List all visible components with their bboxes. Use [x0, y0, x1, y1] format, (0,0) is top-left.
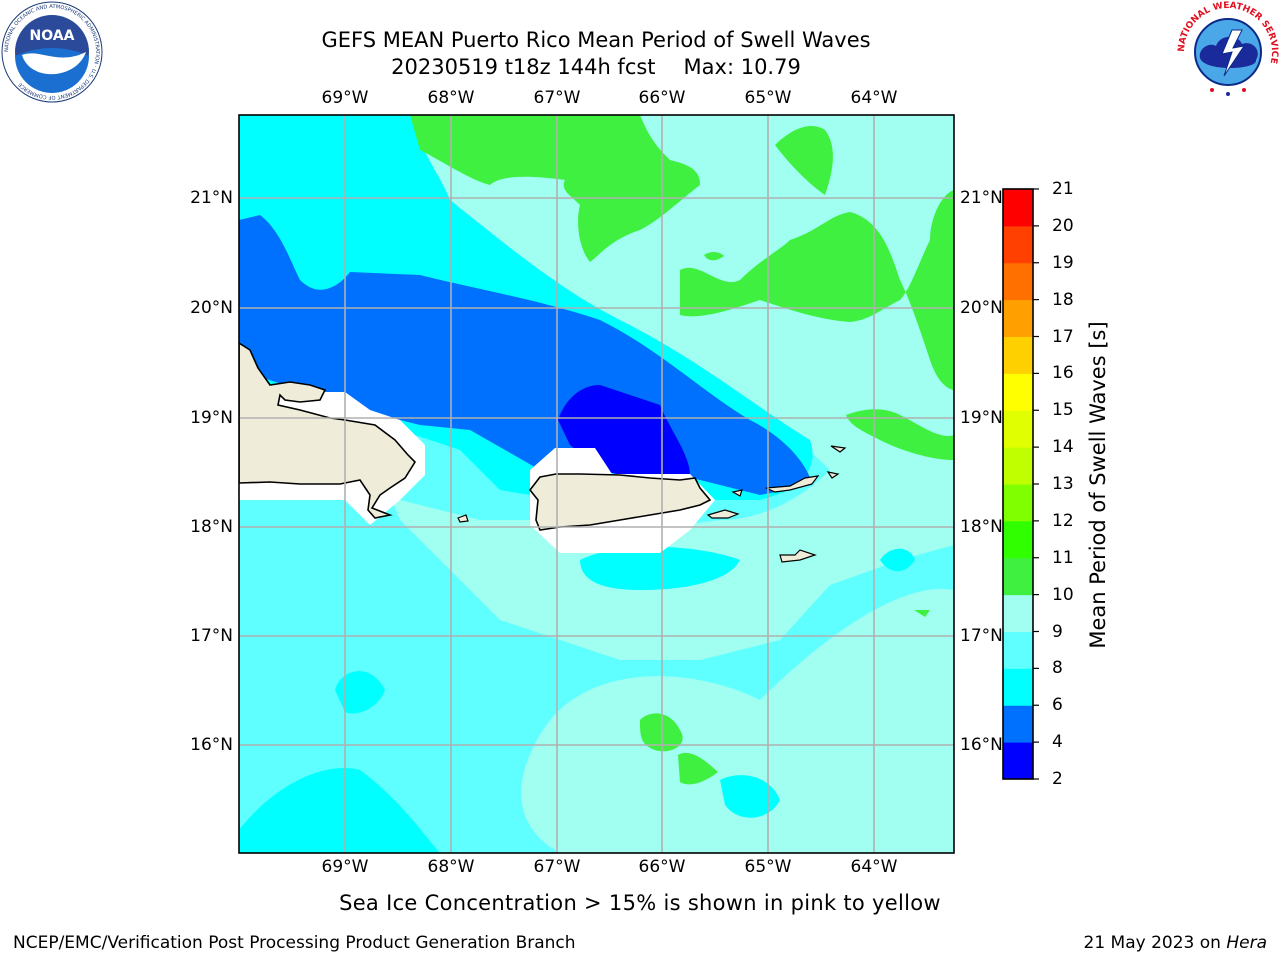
- field-10-11-patch-f: [704, 252, 724, 261]
- field-10-11-patch-d: [678, 752, 718, 785]
- footer-date: 21 May 2023 on Hera: [1084, 933, 1268, 953]
- footer-host: Hera: [1226, 933, 1267, 953]
- lon-label-bottom: 64°W: [850, 857, 898, 877]
- field-6-8-patch-c: [880, 548, 915, 572]
- field-6-8-sw: [239, 768, 440, 853]
- field-6-8-patch-a: [335, 671, 385, 714]
- lat-label-right: 21°N: [960, 188, 1003, 208]
- colorbar-segment: [1003, 594, 1033, 632]
- colorbar-tick-label: 13: [1052, 474, 1074, 494]
- colorbar: [1002, 188, 1039, 780]
- footer-credit: NCEP/EMC/Verification Post Processing Pr…: [13, 933, 576, 953]
- colorbar-segment: [1003, 262, 1033, 301]
- land-st-croix: [779, 549, 817, 563]
- map-frame: [238, 114, 955, 854]
- colorbar-segment: [1003, 225, 1033, 264]
- land-vieques: [706, 509, 740, 519]
- chart-subtitle: 20230519 t18z 144h fcst Max: 10.79: [0, 54, 1192, 80]
- land-islet: [830, 445, 847, 453]
- lon-label-top: 65°W: [744, 88, 792, 108]
- lon-label-top: 64°W: [850, 88, 898, 108]
- lon-label-bottom: 66°W: [638, 857, 686, 877]
- land-mona-island: [457, 514, 469, 523]
- colorbar-segment: [1003, 373, 1033, 411]
- lon-label-bottom: 68°W: [427, 857, 475, 877]
- lat-label-left: 20°N: [190, 298, 233, 318]
- lon-label-top: 68°W: [427, 88, 475, 108]
- colorbar-tick-label: 9: [1052, 621, 1063, 642]
- lon-label-top: 69°W: [321, 88, 369, 108]
- sea-ice-note: Sea Ice Concentration > 15% is shown in …: [339, 891, 941, 915]
- colorbar-segment: [1003, 668, 1033, 706]
- lon-label-bottom: 65°W: [744, 857, 792, 877]
- field-6-8-patch-b: [580, 546, 740, 590]
- chart-title: GEFS MEAN Puerto Rico Mean Period of Swe…: [321, 28, 871, 52]
- colorbar-tick-label: 10: [1052, 584, 1074, 605]
- lat-label-right: 18°N: [960, 517, 1003, 537]
- lat-label-right: 17°N: [960, 626, 1003, 646]
- colorbar-tick-label: 12: [1052, 510, 1074, 531]
- lat-label-left: 21°N: [190, 188, 233, 208]
- colorbar-segment: [1003, 447, 1033, 485]
- field-6-8-nw: [239, 115, 433, 270]
- colorbar-tick-label: 19: [1052, 252, 1074, 273]
- land-culebra: [731, 489, 743, 497]
- lat-label-left: 19°N: [190, 408, 233, 428]
- land-puerto-rico: [528, 473, 712, 531]
- lat-label-left: 16°N: [190, 735, 233, 755]
- colorbar-segment: [1003, 336, 1033, 374]
- field-10-11-east: [680, 190, 954, 390]
- footer-date-text: 21 May 2023 on: [1083, 933, 1221, 953]
- colorbar-tick-label: 18: [1052, 289, 1074, 310]
- colorbar-tick-label: 16: [1052, 363, 1074, 384]
- colorbar-segment: [1003, 742, 1033, 780]
- lon-label-top: 66°W: [638, 88, 686, 108]
- colorbar-segment: [1003, 705, 1033, 743]
- field-9-10-south: [521, 588, 954, 853]
- colorbar-tick-label: 14: [1052, 437, 1074, 458]
- colorbar-label: Mean Period of Swell Waves [s]: [1086, 321, 1110, 649]
- colorbar-segment: [1003, 520, 1033, 559]
- colorbar-tick-label: 17: [1052, 326, 1074, 347]
- colorbar-segment: [1003, 189, 1033, 227]
- lat-label-right: 16°N: [960, 735, 1003, 755]
- colorbar-tick-label: 4: [1052, 732, 1063, 753]
- colorbar-segment: [1003, 557, 1033, 596]
- colorbar-tick-label: 2: [1052, 769, 1063, 789]
- land-virgin-islands: [765, 475, 820, 493]
- colorbar-tick-label: 8: [1052, 658, 1063, 679]
- colorbar-tick-label: 11: [1052, 547, 1074, 568]
- lon-label-bottom: 67°W: [533, 857, 581, 877]
- max-value: Max: 10.79: [683, 55, 801, 79]
- colorbar-tick-label: 15: [1052, 400, 1074, 421]
- noaa-logo: NATIONAL OCEANIC AND ATMOSPHERIC ADMINIS…: [1, 1, 103, 103]
- lat-label-right: 20°N: [960, 298, 1003, 318]
- land-hispaniola: [239, 342, 417, 519]
- field-10-11-patch-e: [914, 610, 930, 617]
- colorbar-segment: [1003, 484, 1033, 522]
- graticule: [239, 115, 954, 853]
- colorbar-tick-label: 21: [1052, 179, 1074, 199]
- field-10-11-north: [410, 115, 700, 262]
- field-6-8-patch-d: [720, 775, 780, 818]
- colorbar-segment: [1003, 299, 1033, 337]
- colorbar-segment: [1003, 631, 1033, 669]
- lat-label-left: 18°N: [190, 517, 233, 537]
- lat-label-right: 19°N: [960, 408, 1003, 428]
- map-area: [239, 115, 954, 853]
- lon-label-top: 67°W: [533, 88, 581, 108]
- land-anegada: [826, 471, 840, 479]
- colorbar-segment: [1003, 410, 1033, 448]
- svg-text:NOAA: NOAA: [30, 28, 75, 44]
- colorbar-tick-label: 6: [1052, 695, 1063, 716]
- nws-logo: NATIONAL WEATHER SERVICE: [1177, 1, 1279, 102]
- lat-label-left: 17°N: [190, 626, 233, 646]
- field-10-11-patch-b: [846, 409, 954, 460]
- field-10-11-patch-a: [775, 125, 833, 195]
- colorbar-tick-label: 20: [1052, 215, 1074, 236]
- run-info: 20230519 t18z 144h fcst: [391, 55, 656, 79]
- lon-label-bottom: 69°W: [321, 857, 369, 877]
